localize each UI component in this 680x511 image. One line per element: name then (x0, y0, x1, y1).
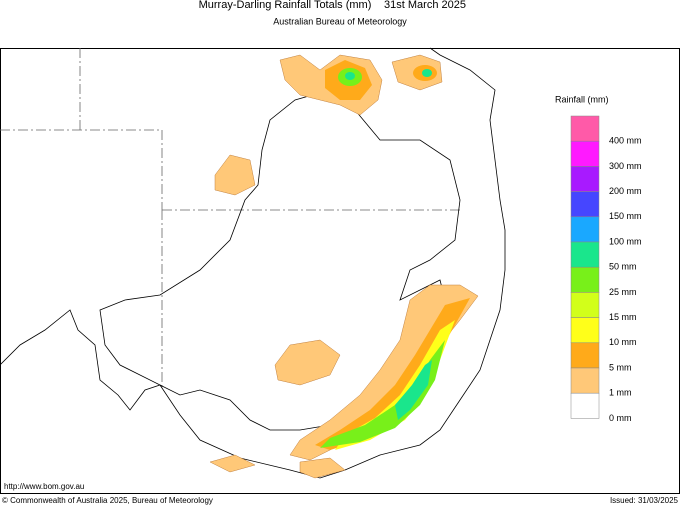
legend-label: 50 mm (609, 262, 637, 272)
legend-label: 200 mm (609, 186, 642, 196)
legend-swatch (570, 115, 600, 142)
rain-area (345, 72, 355, 80)
legend-swatch (570, 266, 600, 293)
legend-swatch (570, 292, 600, 318)
legend-swatch (570, 216, 600, 243)
copyright: © Commonwealth of Australia 2025, Bureau… (2, 496, 213, 505)
date: 31st March 2025 (384, 0, 466, 11)
legend-swatch (570, 342, 600, 369)
legend-label: 0 mm (609, 413, 632, 423)
legend-swatch (570, 392, 600, 419)
legend-label: 150 mm (609, 211, 642, 221)
basin-outline (99, 89, 461, 431)
legend-swatch (570, 191, 600, 218)
issued: Issued: 31/03/2025 (610, 496, 679, 505)
legend-swatch (570, 166, 600, 192)
legend: 400 mm 300 mm 200 mm 150 mm 100 mm 50 mm 25 mm… (570, 115, 642, 423)
title: Murray-Darling Rainfall Totals (mm) (199, 0, 372, 11)
legend-swatch (570, 241, 600, 268)
legend-swatch (570, 367, 600, 394)
map (0, 47, 680, 494)
legend-label: 5 mm (609, 362, 632, 372)
rain-area (214, 154, 256, 196)
legend-label: 1 mm (609, 388, 632, 398)
legend-label: 400 mm (609, 136, 642, 146)
legend-swatch (570, 140, 600, 167)
legend-label: 300 mm (609, 161, 642, 171)
legend-title: Rainfall (mm) (555, 94, 609, 104)
rain-area (209, 454, 346, 479)
legend-label: 10 mm (609, 337, 637, 347)
state-borders (0, 48, 460, 390)
rain-area (422, 69, 432, 77)
rain-area (315, 298, 470, 450)
coastline (0, 47, 506, 479)
legend-label: 25 mm (609, 287, 637, 297)
subtitle: Australian Bureau of Meteorology (273, 16, 407, 26)
rain-area (274, 339, 341, 386)
url: http://www.bom.gov.au (4, 482, 84, 491)
legend-swatch (570, 317, 600, 344)
legend-label: 100 mm (609, 236, 642, 246)
rain-area (395, 360, 432, 420)
legend-label: 15 mm (609, 312, 637, 322)
